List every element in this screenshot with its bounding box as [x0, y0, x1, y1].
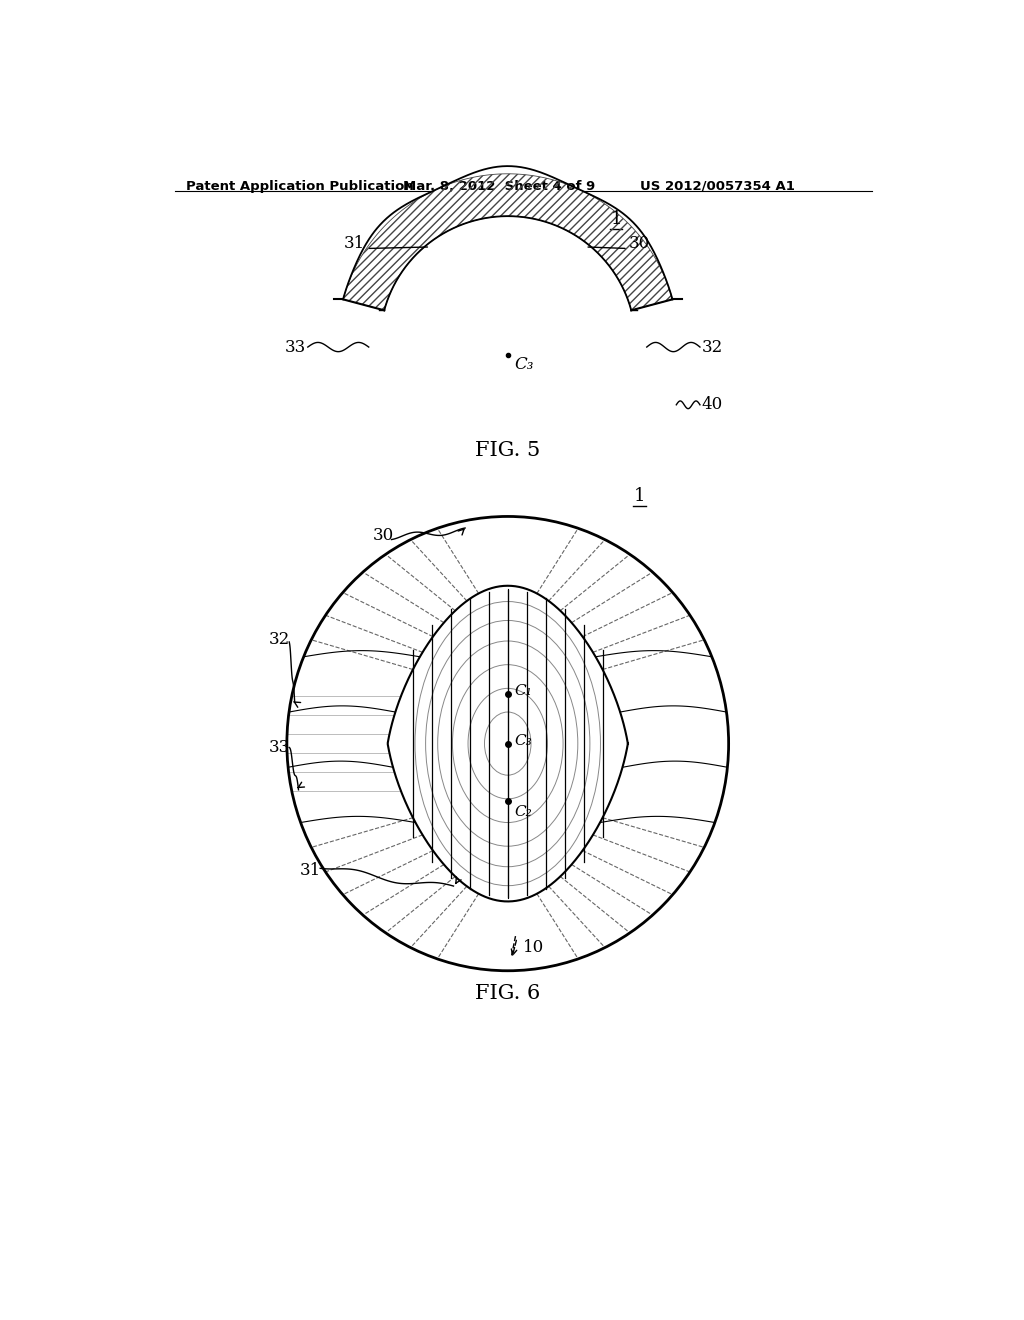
Text: C₃: C₃ — [514, 356, 534, 374]
Text: C₃: C₃ — [514, 734, 531, 748]
Text: US 2012/0057354 A1: US 2012/0057354 A1 — [640, 180, 795, 193]
Text: 40: 40 — [701, 396, 723, 413]
Text: 30: 30 — [373, 527, 394, 544]
Text: 30: 30 — [629, 235, 650, 252]
Text: 33: 33 — [285, 338, 306, 355]
Text: Patent Application Publication: Patent Application Publication — [186, 180, 414, 193]
Text: 31: 31 — [299, 862, 321, 879]
Text: 31: 31 — [344, 235, 365, 252]
Text: 32: 32 — [701, 338, 723, 355]
Text: 33: 33 — [268, 739, 290, 756]
Text: FIG. 6: FIG. 6 — [475, 985, 541, 1003]
Text: 1: 1 — [634, 487, 645, 506]
Text: FIG. 5: FIG. 5 — [475, 441, 541, 461]
Text: 1: 1 — [610, 210, 622, 227]
Text: 32: 32 — [268, 631, 290, 648]
Text: C₂: C₂ — [514, 805, 531, 820]
Text: 10: 10 — [523, 939, 545, 956]
Text: C₁: C₁ — [514, 684, 531, 698]
Polygon shape — [343, 174, 673, 310]
Text: Mar. 8, 2012  Sheet 4 of 9: Mar. 8, 2012 Sheet 4 of 9 — [403, 180, 595, 193]
